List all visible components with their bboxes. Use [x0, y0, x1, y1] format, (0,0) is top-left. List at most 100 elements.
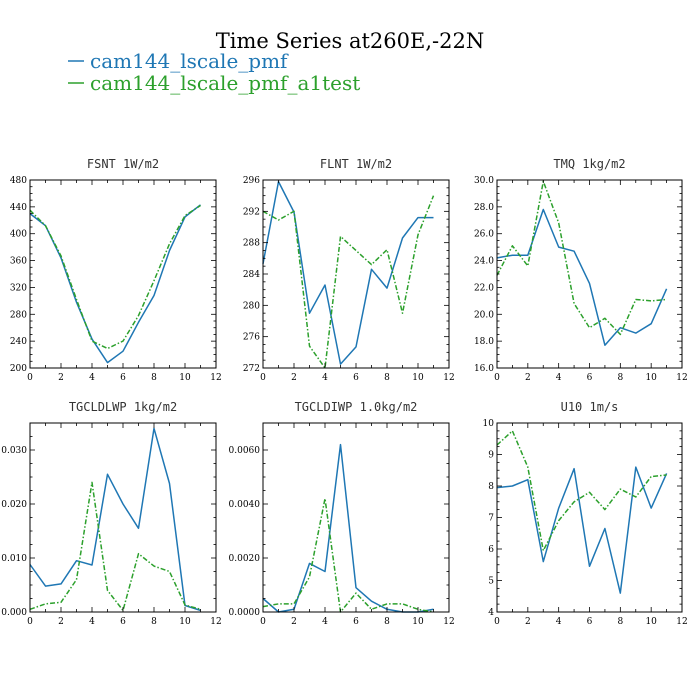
- chart-panel-4: TGCLDLWP 1kg/m2 0 2 4 6 8 10 12 0.000 0.010 0.020 0…: [1, 400, 221, 627]
- y-tick-label: 0.030: [1, 446, 27, 456]
- x-tick-label: 2: [58, 373, 64, 383]
- x-tick-label: 6: [587, 373, 593, 383]
- x-tick-label: 8: [384, 373, 390, 383]
- y-tick-label: 30.0: [474, 176, 494, 186]
- y-tick-label: 0.020: [1, 500, 27, 510]
- series-line-1: [29, 204, 201, 364]
- legend: cam144_lscale_pmf cam144_lscale_pmf_a1te…: [68, 49, 360, 95]
- series-line-2: [262, 195, 435, 369]
- x-tick-label: 8: [151, 373, 157, 383]
- chart-panel-3: TMQ 1kg/m2 0 2 4 6 8 10 12 16.0 18.0 20.0 22.0 24.0 2…: [474, 157, 688, 383]
- x-tick-label: 12: [210, 373, 221, 383]
- y-tick-label: 284: [243, 270, 260, 280]
- y-tick-label: 26.0: [474, 230, 494, 240]
- series-line-2: [496, 430, 667, 552]
- plot-frame: [262, 179, 450, 369]
- figure-title: Time Series at260E,-22N: [216, 29, 484, 53]
- y-tick-label: 296: [243, 176, 260, 186]
- y-tick-label: 400: [10, 230, 27, 240]
- x-tick-label: 6: [587, 617, 593, 627]
- y-tick-label: 18.0: [474, 337, 494, 347]
- x-tick-label: 6: [353, 617, 359, 627]
- legend-label-series-2: cam144_lscale_pmf_a1test: [90, 71, 360, 95]
- y-tick-label: 440: [10, 203, 27, 213]
- series-line-2: [29, 204, 201, 350]
- y-tick-label: 280: [243, 301, 260, 311]
- y-tick-label: 20.0: [474, 310, 494, 320]
- y-tick-label: 4: [488, 608, 494, 618]
- y-tick-label: 0.0060: [229, 446, 261, 456]
- x-tick-label: 6: [120, 373, 126, 383]
- y-tick-label: 9: [488, 451, 494, 461]
- y-tick-label: 7: [488, 514, 494, 524]
- y-tick-label: 6: [488, 545, 494, 555]
- panel-grid: FSNT 1W/m20 2 4 6 8 10 12200240280320360400440…: [1, 157, 687, 627]
- y-tick-label: 0.0040: [229, 500, 261, 510]
- plot-frame: [496, 179, 683, 369]
- chart-panel-6: U10 1m/s 0 2 4 6 8 10 12 4 5 6 7 8 9 10: [483, 400, 688, 627]
- x-tick-label: 10: [179, 617, 191, 627]
- x-tick-label: 0: [494, 373, 500, 383]
- x-tick-label: 10: [412, 617, 424, 627]
- y-tick-label: 292: [243, 207, 260, 217]
- x-tick-label: 4: [89, 617, 95, 627]
- series-line-1: [262, 443, 434, 613]
- y-tick-label: 10: [483, 419, 495, 429]
- x-tick-label: 2: [525, 617, 531, 627]
- x-tick-label: 2: [291, 617, 297, 627]
- x-tick-label: 12: [676, 373, 687, 383]
- x-tick-label: 4: [322, 373, 328, 383]
- x-tick-label: 0: [260, 617, 266, 627]
- x-tick-label: 12: [443, 617, 454, 627]
- series-line-1: [496, 208, 668, 346]
- x-tick-label: 12: [210, 617, 221, 627]
- x-tick-label: 12: [443, 373, 454, 383]
- series-line-2: [262, 497, 434, 613]
- y-tick-label: 280: [10, 310, 27, 320]
- panel-title: FLNT 1W/m2: [320, 157, 392, 171]
- x-tick-label: 2: [525, 373, 531, 383]
- chart-panel-1: FSNT 1W/m2 0 2 4 6 8 10 12 200 240 280 320 360 400 440…: [10, 157, 222, 383]
- x-tick-label: 8: [384, 617, 390, 627]
- x-tick-label: 4: [556, 617, 562, 627]
- y-tick-label: 200: [10, 364, 27, 374]
- y-tick-label: 22.0: [474, 283, 494, 293]
- x-tick-label: 4: [556, 373, 562, 383]
- plot-frame: [496, 422, 683, 613]
- y-tick-label: 320: [10, 283, 27, 293]
- y-tick-label: 8: [488, 482, 494, 492]
- y-tick-label: 28.0: [474, 203, 494, 213]
- x-tick-label: 8: [151, 617, 157, 627]
- panel-title: TGCLDIWP 1.0kg/m2: [295, 400, 418, 414]
- y-tick-label: 276: [243, 333, 260, 343]
- x-tick-label: 8: [617, 373, 623, 383]
- y-tick-label: 0.0020: [229, 554, 261, 564]
- y-tick-label: 0.010: [1, 554, 27, 564]
- series-line-1: [496, 466, 668, 594]
- legend-label-series-1: cam144_lscale_pmf: [90, 49, 289, 73]
- x-tick-label: 10: [645, 617, 657, 627]
- series-line-1: [29, 427, 201, 612]
- y-tick-label: 5: [488, 577, 494, 587]
- y-tick-label: 24.0: [474, 257, 494, 267]
- y-tick-label: 272: [243, 364, 260, 374]
- x-tick-label: 4: [89, 373, 95, 383]
- y-tick-label: 480: [10, 176, 27, 186]
- chart-panel-2: FLNT 1W/m2 0 2 4 6 8 10 12 272 276 280 284 288 292 296: [243, 157, 455, 383]
- x-tick-label: 6: [120, 617, 126, 627]
- x-tick-label: 6: [353, 373, 359, 383]
- x-tick-label: 8: [617, 617, 623, 627]
- y-tick-label: 288: [243, 239, 260, 249]
- y-tick-label: 0.000: [1, 608, 27, 618]
- x-tick-label: 2: [291, 373, 297, 383]
- x-tick-label: 10: [179, 373, 191, 383]
- panel-title: U10 1m/s: [561, 400, 619, 414]
- x-tick-label: 0: [27, 617, 33, 627]
- panel-title: TGCLDLWP 1kg/m2: [69, 400, 177, 414]
- x-tick-label: 4: [322, 617, 328, 627]
- x-tick-label: 10: [645, 373, 657, 383]
- y-tick-label: 16.0: [474, 364, 494, 374]
- x-tick-label: 0: [260, 373, 266, 383]
